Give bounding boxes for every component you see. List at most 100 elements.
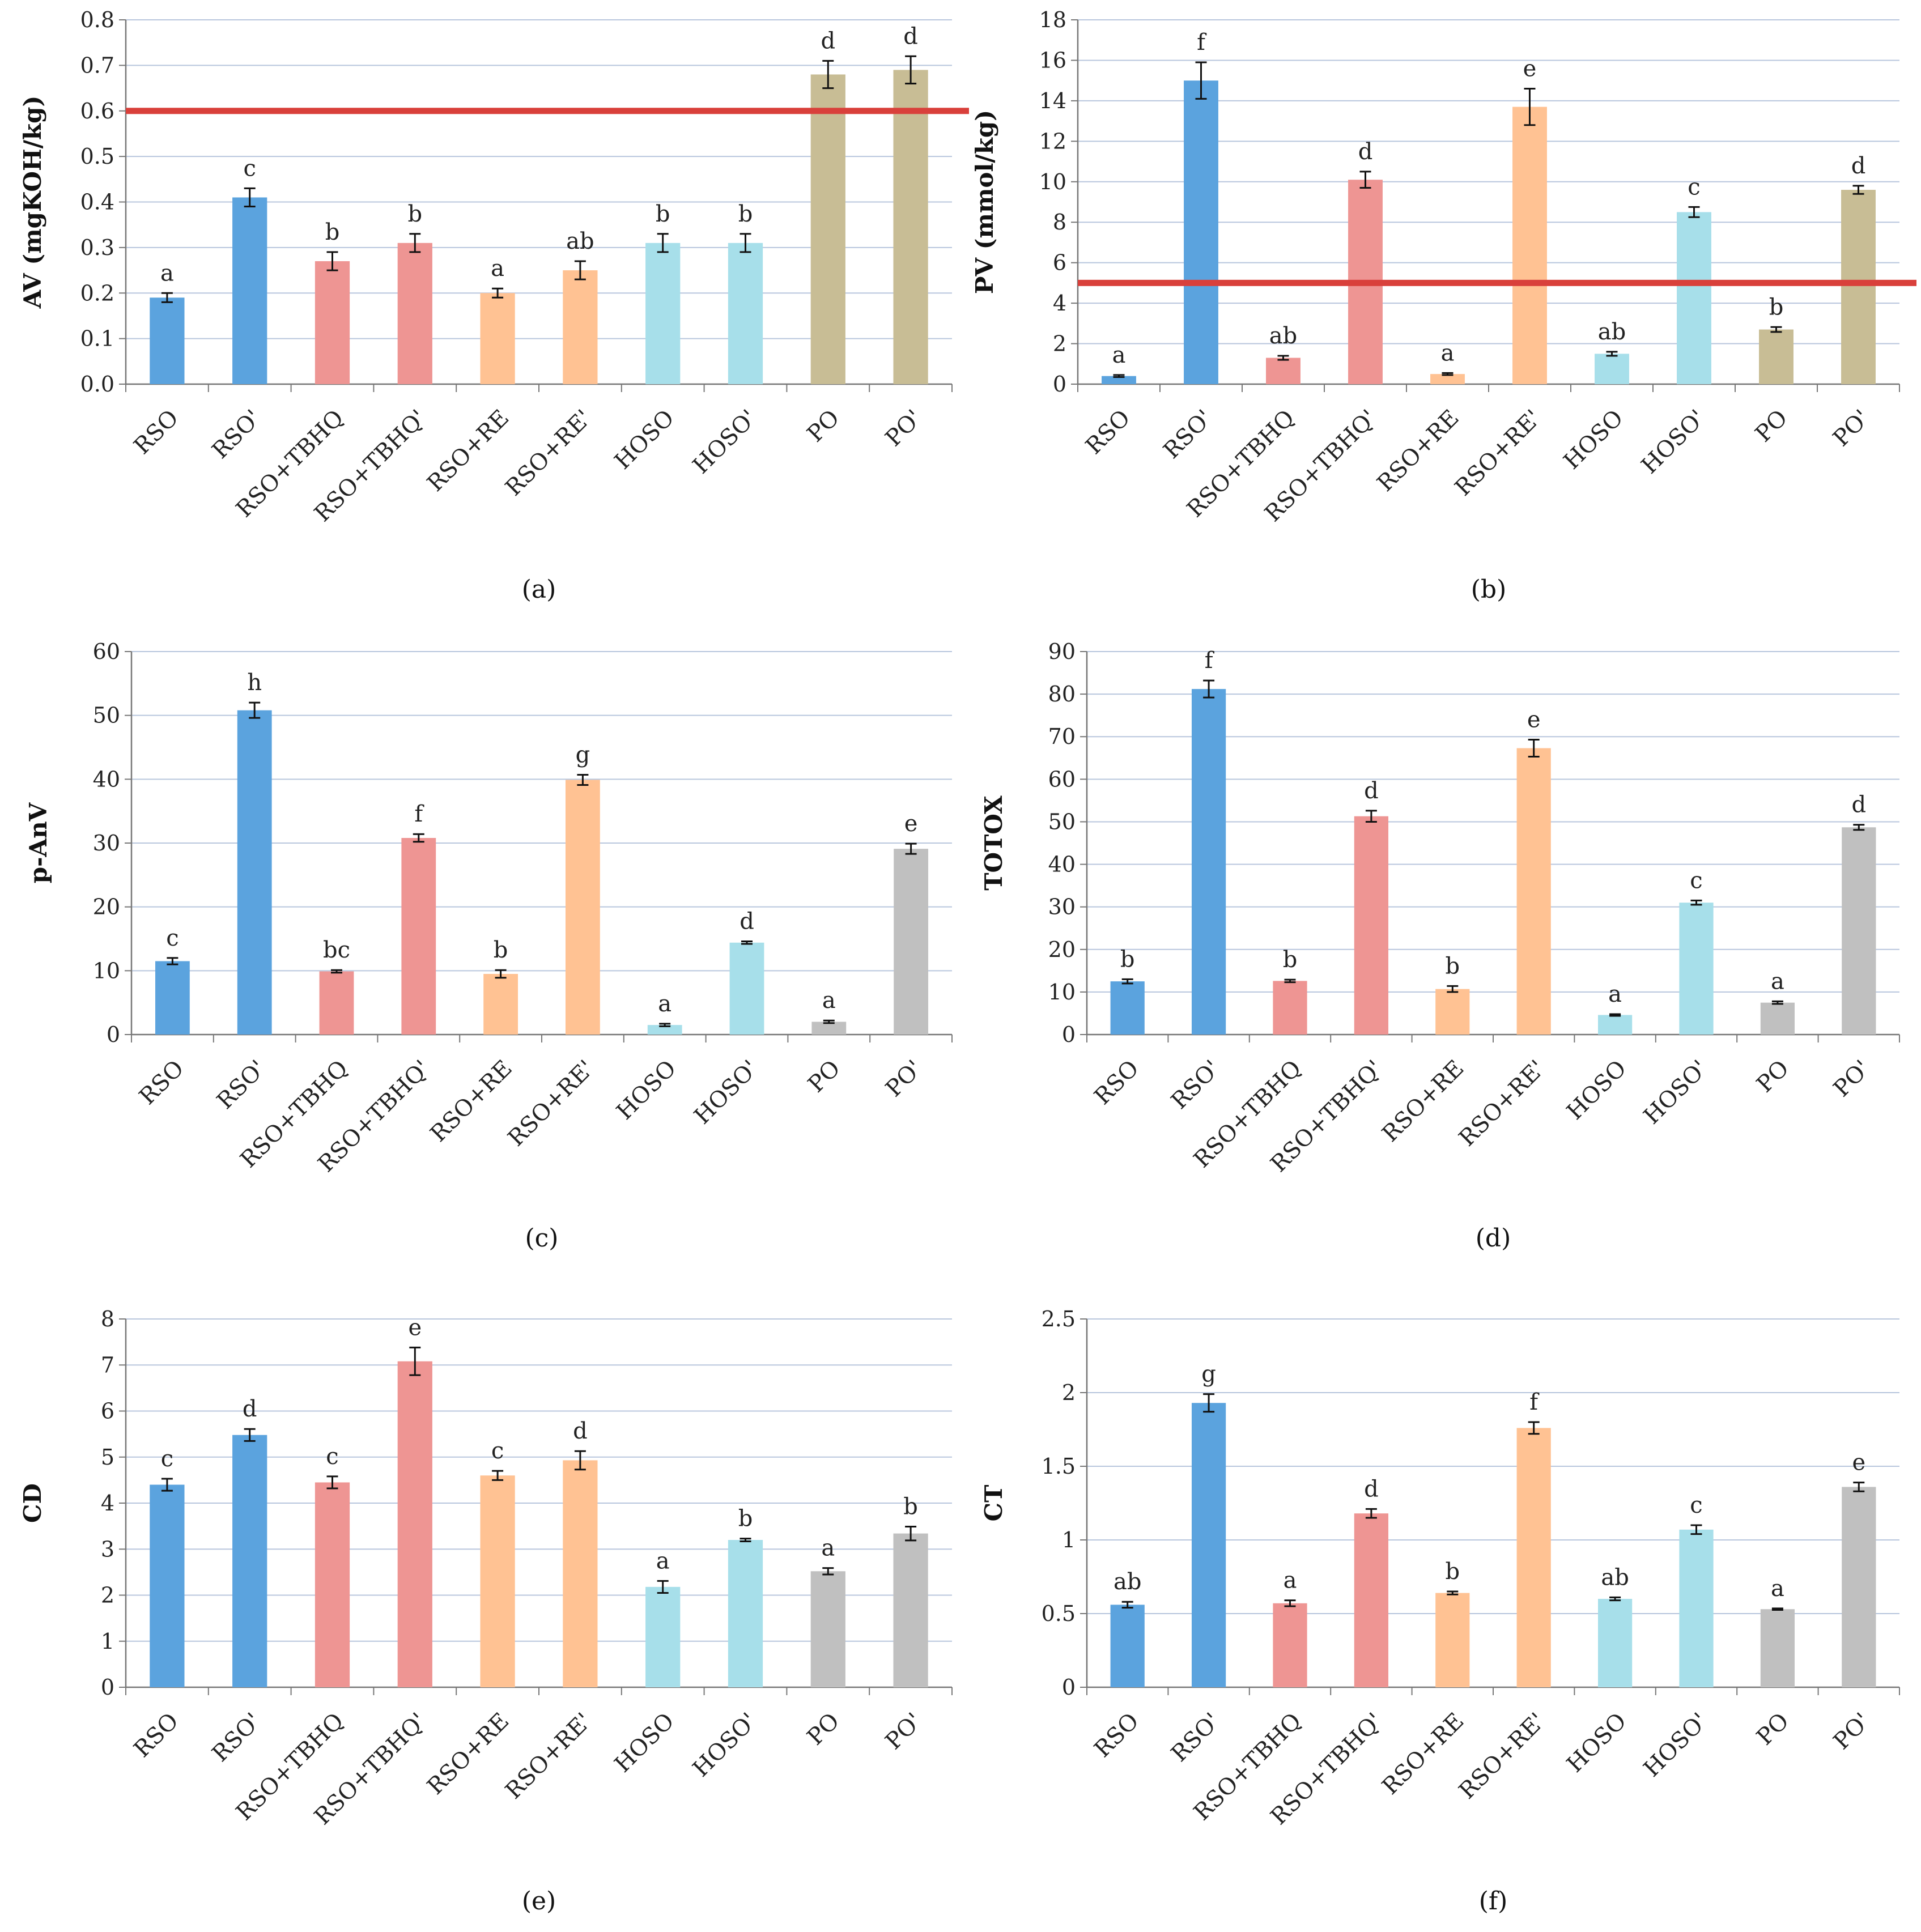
panel-3-bar xyxy=(647,1025,682,1035)
panel-3-y-axis-label: p-AnV xyxy=(24,802,52,883)
panel-3-significance-letter: b xyxy=(494,937,508,963)
panel-3-bar xyxy=(729,942,764,1035)
panel-1-y-tick-label: 0.6 xyxy=(80,99,114,124)
panel-1-y-tick-label: 0.3 xyxy=(80,235,114,260)
panel-5-significance-letter: b xyxy=(738,1506,753,1532)
panel-6-significance-letter: b xyxy=(1445,1559,1460,1585)
panel-5-y-tick-label: 0 xyxy=(101,1675,114,1700)
panel-4-bar xyxy=(1354,816,1389,1035)
panel-5-y-tick-label: 1 xyxy=(101,1629,114,1654)
panel-4-significance-letter: b xyxy=(1283,947,1298,973)
panel-5-y-tick-label: 2 xyxy=(101,1583,114,1608)
panel-6-significance-letter: ab xyxy=(1114,1569,1141,1595)
panel-5-bar xyxy=(480,1475,515,1687)
panel-4-significance-letter: d xyxy=(1364,778,1379,804)
panel-6-y-tick-label: 0 xyxy=(1062,1675,1076,1700)
panel-5-significance-letter: d xyxy=(573,1418,588,1444)
panel-1-category-label: RSO+RE' xyxy=(500,405,597,501)
panel-2-bar xyxy=(1184,80,1218,384)
panel-3-significance-letter: a xyxy=(658,991,672,1017)
panel-2-y-tick-label: 2 xyxy=(1053,331,1066,356)
panel-4-bar xyxy=(1273,981,1307,1035)
panel-2-significance-letter: c xyxy=(1688,174,1700,200)
panel-2-y-tick-label: 16 xyxy=(1039,48,1066,73)
panel-6-category-label: RSO+RE' xyxy=(1454,1708,1550,1805)
panel-2-category-label: RSO+RE' xyxy=(1450,405,1546,501)
panel-1-y-tick-label: 0.1 xyxy=(80,326,114,351)
panel-2-bar xyxy=(1759,329,1794,384)
panel-1-category-label: HOSO' xyxy=(688,405,762,479)
panel-5-bar xyxy=(810,1571,845,1687)
panel-5-significance-letter: d xyxy=(243,1396,257,1422)
panel-3-y-tick-label: 30 xyxy=(93,831,120,856)
panel-3-bar xyxy=(155,961,190,1035)
panel-1-bar xyxy=(563,270,598,384)
panel-1-bar xyxy=(645,242,681,384)
panel-6-significance-letter: d xyxy=(1364,1476,1379,1502)
panel-2-y-tick-label: 0 xyxy=(1053,372,1066,397)
panel-1-category-label: RSO' xyxy=(207,405,266,464)
panel-2-significance-letter: a xyxy=(1112,342,1126,368)
panel-4-category-label: RSO+RE' xyxy=(1454,1056,1550,1152)
panel-1-label: (a) xyxy=(522,575,556,604)
panel-4-category-label: RSO xyxy=(1089,1056,1144,1110)
panel-4-significance-letter: c xyxy=(1690,867,1702,893)
panel-1-significance-letter: b xyxy=(325,219,340,245)
panel-2-category-label: PO xyxy=(1750,405,1793,448)
panel-6-category-label: RSO xyxy=(1089,1708,1144,1763)
panel-2-category-label: HOSO' xyxy=(1637,405,1711,479)
panel-3-bar xyxy=(811,1022,847,1035)
panel-4-bar xyxy=(1679,903,1714,1035)
panel-6-y-tick-label: 0.5 xyxy=(1042,1601,1076,1626)
panel-3-bar xyxy=(894,849,929,1035)
panel-6-significance-letter: ab xyxy=(1601,1564,1629,1590)
panel-4-category-label: HOSO' xyxy=(1639,1056,1713,1130)
panel-2-bar xyxy=(1841,190,1876,384)
panel-3-category-label: RSO+RE' xyxy=(503,1056,600,1152)
panel-5-significance-letter: b xyxy=(903,1493,918,1520)
panel-4-significance-letter: a xyxy=(1608,981,1622,1007)
panel-1-significance-letter: ab xyxy=(566,228,594,254)
panel-6-bar xyxy=(1191,1403,1226,1687)
panel-2-category-label: HOSO xyxy=(1559,405,1629,475)
panel-1-y-tick-label: 0.7 xyxy=(80,53,114,78)
panel-5-category-label: RSO' xyxy=(207,1708,266,1767)
panel-1-significance-letter: a xyxy=(160,260,174,286)
panel-2-significance-letter: ab xyxy=(1269,323,1297,349)
panel-3-category-label: RSO' xyxy=(212,1056,271,1114)
panel-3-y-tick-label: 0 xyxy=(107,1022,120,1047)
panel-4-significance-letter: e xyxy=(1527,707,1541,733)
panel-6-y-tick-label: 1.5 xyxy=(1042,1454,1076,1479)
panel-4-y-tick-label: 30 xyxy=(1048,895,1076,920)
panel-3-bar xyxy=(319,971,354,1035)
panel-6-category-label: HOSO' xyxy=(1639,1708,1713,1782)
panel-2-bar xyxy=(1595,354,1629,384)
panel-2-significance-letter: e xyxy=(1523,56,1537,82)
panel-2-y-axis-label: PV (mmol/kg) xyxy=(971,110,998,294)
panel-5-y-tick-label: 6 xyxy=(101,1399,114,1424)
panel-5-y-tick-label: 5 xyxy=(101,1445,114,1470)
panel-4-y-tick-label: 90 xyxy=(1048,639,1076,664)
panel-2-y-tick-label: 18 xyxy=(1039,7,1066,32)
panel-4-significance-letter: f xyxy=(1205,648,1215,674)
panel-3-category-label: RSO xyxy=(134,1056,189,1110)
panel-2-bar xyxy=(1102,376,1136,384)
panel-6-y-tick-label: 1 xyxy=(1062,1527,1076,1552)
panel-5-significance-letter: e xyxy=(408,1314,422,1341)
panel-3-bar xyxy=(565,780,600,1035)
panel-6-bar xyxy=(1354,1513,1389,1687)
panel-5-significance-letter: c xyxy=(491,1438,504,1464)
panel-5-bar xyxy=(645,1586,681,1687)
panel-6-y-axis-label: CT xyxy=(980,1485,1008,1522)
panel-2-y-tick-label: 12 xyxy=(1039,129,1066,154)
panel-4-y-tick-label: 0 xyxy=(1062,1022,1076,1047)
panel-6-bar xyxy=(1760,1609,1795,1687)
panel-1-significance-letter: c xyxy=(243,155,256,181)
panel-6-bar xyxy=(1110,1605,1145,1687)
panel-3-category-label: PO' xyxy=(881,1056,928,1103)
panel-3-y-tick-label: 20 xyxy=(93,895,120,920)
panel-4-y-tick-label: 10 xyxy=(1048,980,1076,1005)
panel-2-significance-letter: f xyxy=(1197,29,1207,56)
panel-5-bar xyxy=(397,1361,432,1687)
